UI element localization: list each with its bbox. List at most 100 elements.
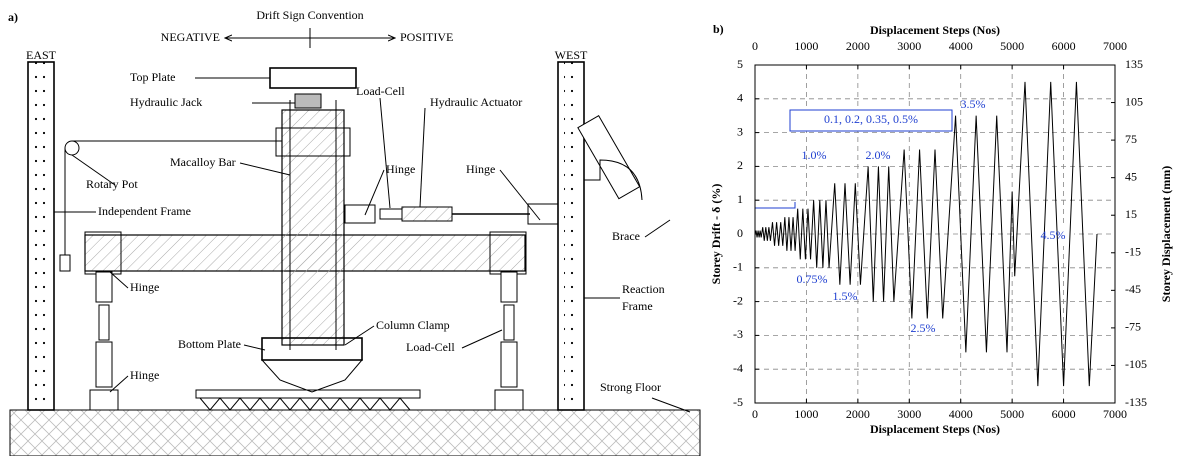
callout: Hydraulic Jack	[130, 95, 202, 109]
drift-line	[754, 81, 1098, 387]
callout: Hinge	[130, 280, 159, 294]
callout: Macalloy Bar	[170, 155, 236, 169]
platform	[195, 389, 421, 399]
callout: Column Clamp	[376, 318, 450, 332]
callout: WEST	[555, 48, 588, 62]
annotation: 1.0%	[802, 148, 827, 162]
callout: Top Plate	[130, 70, 176, 84]
brace-link	[584, 159, 643, 201]
brace	[577, 115, 641, 200]
y-tick-label: 3	[737, 124, 743, 138]
y-tick-label: -4	[733, 361, 743, 375]
x2-tick-label: 6000	[1052, 39, 1076, 53]
callout: Frame	[622, 299, 653, 313]
x2-tick-label: 3000	[897, 39, 921, 53]
x-tick-label: 1000	[794, 407, 818, 421]
callout: Load-Cell	[356, 84, 405, 98]
y-tick-label: 4	[737, 91, 743, 105]
test-setup-diagram: a) Drift Sign Convention NEGATIVE POSITI…	[8, 8, 701, 456]
y2-tick-label: -105	[1125, 357, 1147, 371]
y2-axis-title: Storey Displacement (mm)	[1159, 166, 1173, 302]
top-plate	[269, 67, 357, 89]
y2-tick-label: 105	[1125, 94, 1143, 108]
annotation-box	[789, 109, 953, 132]
callout: Independent Frame	[98, 204, 191, 218]
callout: Strong Floor	[600, 380, 661, 394]
x-tick-label: 2000	[846, 407, 870, 421]
annotation: 2.5%	[911, 321, 936, 335]
x2-tick-label: 2000	[846, 39, 870, 53]
x2-tick-label: 4000	[949, 39, 973, 53]
x-tick-label: 6000	[1052, 407, 1076, 421]
y-tick-label: -5	[733, 395, 743, 409]
x2-tick-label: 5000	[1000, 39, 1024, 53]
y-axis-title: Storey Drift - δ (%)	[709, 184, 723, 285]
convention-title: Drift Sign Convention	[256, 8, 363, 22]
x2-tick-label: 1000	[794, 39, 818, 53]
y2-tick-label: 15	[1125, 207, 1137, 221]
callout: Brace	[612, 229, 640, 243]
panel-label: b)	[713, 22, 724, 36]
frame-holes	[564, 62, 578, 410]
y-tick-label: 1	[737, 192, 743, 206]
column-collar	[275, 127, 351, 157]
x-tick-label: 0	[752, 407, 758, 421]
platform-truss	[199, 397, 411, 411]
hinge	[527, 203, 559, 225]
y2-tick-label: -75	[1125, 320, 1141, 334]
leader-lines	[54, 77, 691, 413]
y2-tick-label: -15	[1125, 245, 1141, 259]
x2-axis-title: Displacement Steps (Nos)	[870, 23, 1000, 37]
y-tick-label: -1	[733, 260, 743, 274]
load-cell	[379, 208, 403, 220]
callout: Bottom Plate	[178, 337, 241, 351]
y-tick-label: -2	[733, 293, 743, 307]
callout: Reaction	[622, 282, 665, 296]
callout: Rotary Pot	[86, 177, 138, 191]
leg	[89, 271, 524, 411]
y-tick-label: 2	[737, 158, 743, 172]
callout: EAST	[26, 48, 57, 62]
base	[260, 359, 364, 393]
y2-tick-label: 45	[1125, 169, 1137, 183]
x-tick-label: 3000	[897, 407, 921, 421]
hydraulic-jack	[294, 93, 322, 109]
x-tick-label: 4000	[949, 407, 973, 421]
positive-label: POSITIVE	[400, 30, 453, 44]
panel-label: a)	[8, 10, 18, 24]
annotation: 4.5%	[1041, 228, 1066, 242]
x2-tick-label: 7000	[1103, 39, 1127, 53]
y2-tick-label: -135	[1125, 395, 1147, 409]
callout: Hinge	[386, 162, 415, 176]
callout: Hinge	[466, 162, 495, 176]
x-tick-label: 5000	[1000, 407, 1024, 421]
x-axis-title: Displacement Steps (Nos)	[870, 422, 1000, 436]
x-tick-label: 7000	[1103, 407, 1127, 421]
y2-tick-label: 75	[1125, 132, 1137, 146]
column	[281, 109, 345, 346]
callout: Hinge	[130, 368, 159, 382]
frame-holes	[34, 62, 48, 410]
annotation: 0.75%	[797, 272, 828, 286]
rotary-pot	[64, 140, 80, 156]
callout: Hydraulic Actuator	[430, 95, 522, 109]
annotation: 1.5%	[833, 289, 858, 303]
hinge	[344, 204, 376, 224]
y2-tick-label: -45	[1125, 282, 1141, 296]
x2-tick-label: 0	[752, 39, 758, 53]
annotation: 2.0%	[866, 148, 891, 162]
negative-label: NEGATIVE	[161, 30, 220, 44]
annotation-bracket	[755, 202, 796, 209]
y-tick-label: 0	[737, 226, 743, 240]
drift-protocol-chart: 0010001000200020003000300040004000500050…	[709, 22, 1173, 436]
actuator-body	[401, 206, 453, 222]
strong-floor	[9, 409, 701, 456]
y2-tick-label: 135	[1125, 57, 1143, 71]
annotation: 0.1, 0.2, 0.35, 0.5%	[824, 112, 918, 126]
annotation-bg	[1032, 226, 1074, 246]
y-tick-label: 5	[737, 57, 743, 71]
callout: Load-Cell	[406, 340, 455, 354]
y-tick-label: -3	[733, 327, 743, 341]
annotation: 3.5%	[961, 97, 986, 111]
